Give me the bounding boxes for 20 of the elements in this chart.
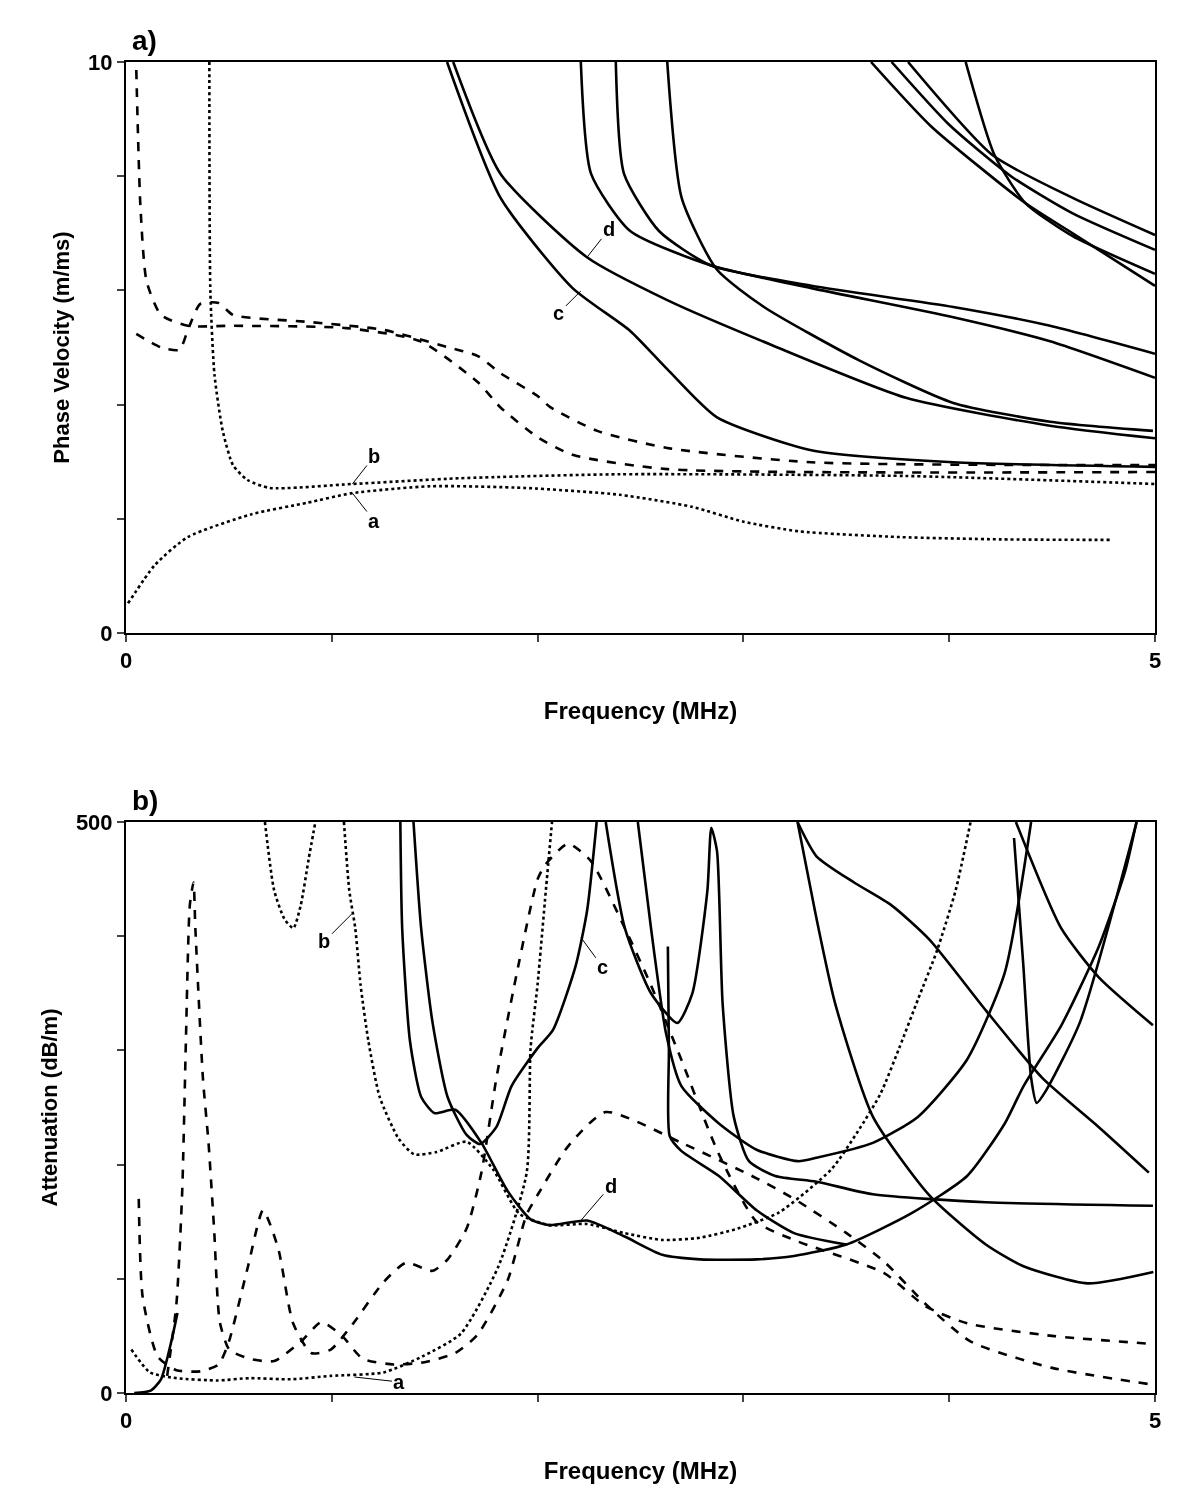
y-axis-title: Phase Velocity (m/ms) (49, 231, 75, 464)
annotation: b (368, 445, 381, 467)
annotation: b (318, 930, 331, 952)
annotation: c (553, 302, 565, 324)
x-tick-label: 5 (1148, 1408, 1162, 1434)
y-axis-title: Attenuation (dB/m) (37, 1008, 63, 1207)
annotation: a (368, 510, 380, 532)
annotation: c (597, 956, 609, 978)
annotation: d (603, 218, 616, 240)
y-tick-label: 500 (75, 809, 113, 835)
x-tick-label: 5 (1148, 648, 1162, 674)
annotation: a (393, 1371, 405, 1393)
y-tick-label: 0 (100, 1380, 113, 1406)
y-tick-label: 10 (88, 49, 113, 75)
x-axis-title: Frequency (MHz) (543, 1457, 738, 1485)
chart-title: b) (132, 785, 159, 816)
annotation: d (605, 1175, 618, 1197)
x-axis-title: Frequency (MHz) (543, 697, 738, 725)
y-tick-label: 0 (100, 620, 113, 646)
chart-title: a) (132, 25, 157, 56)
